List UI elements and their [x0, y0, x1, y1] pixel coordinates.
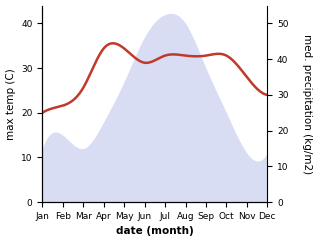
X-axis label: date (month): date (month): [116, 227, 194, 236]
Y-axis label: med. precipitation (kg/m2): med. precipitation (kg/m2): [302, 34, 313, 174]
Y-axis label: max temp (C): max temp (C): [5, 68, 16, 140]
